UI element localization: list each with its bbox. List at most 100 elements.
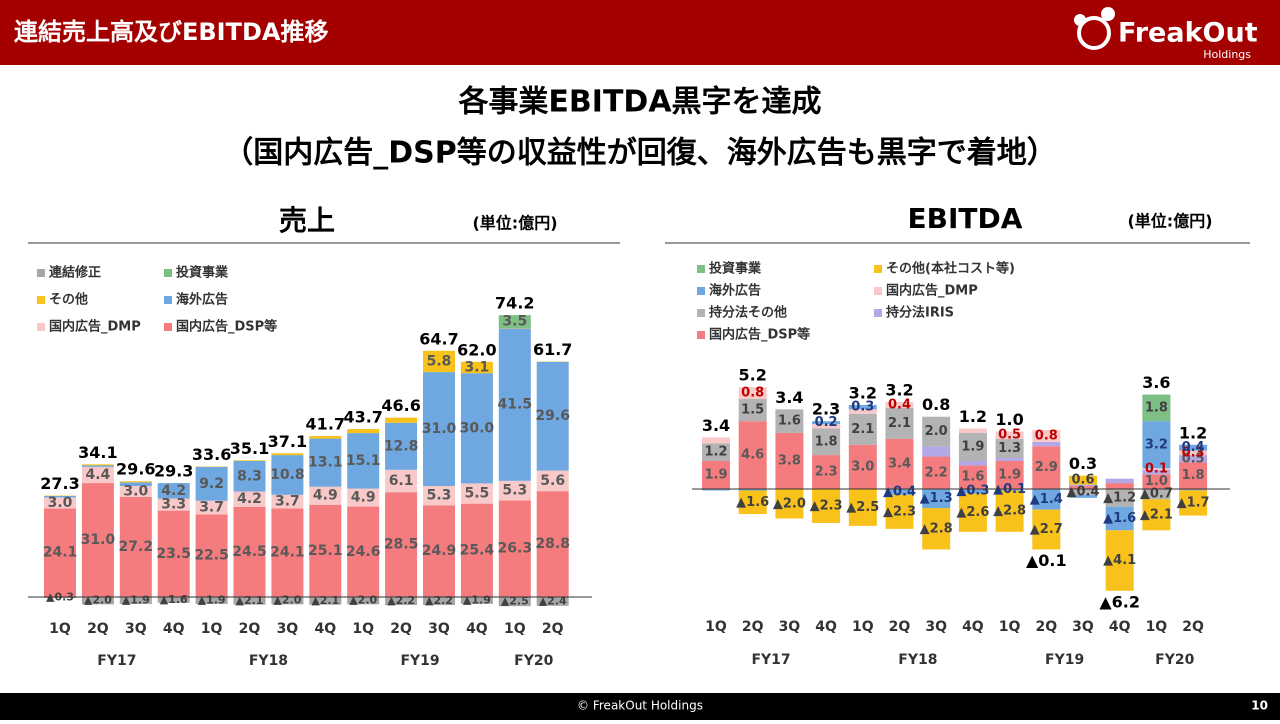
legend-label: 投資事業 [709, 261, 762, 277]
x-tick-label: 4Q [466, 621, 488, 637]
legend-swatch [697, 309, 705, 317]
x-tick-label: 2Q [889, 619, 911, 635]
group-label: FY18 [898, 652, 937, 668]
segment-label: 0.8 [741, 386, 764, 401]
x-tick-label: 4Q [163, 621, 185, 637]
segment-label: ▲1.7 [1177, 496, 1210, 511]
x-tick-label: 3Q [779, 619, 801, 635]
headline: 各事業EBITDA黒字を達成 [457, 85, 821, 120]
segment-label: 1.3 [998, 441, 1021, 456]
segment-label: 0.8 [1035, 428, 1058, 443]
segment-label: 26.3 [498, 541, 533, 557]
total-label: 61.7 [533, 340, 572, 359]
bar-segment [959, 429, 987, 433]
legend-label: 海外広告 [176, 292, 228, 308]
total-label: 41.7 [306, 415, 345, 434]
legend-label: 国内広告_DSP等 [176, 319, 277, 335]
total-label: 1.0 [995, 410, 1023, 429]
x-tick-label: 3Q [925, 619, 947, 635]
segment-label: 3.8 [778, 453, 801, 468]
segment-label: 29.6 [535, 408, 570, 424]
total-label: 2.3 [812, 400, 840, 419]
x-tick-label: 2Q [239, 621, 261, 637]
total-label: 29.3 [154, 462, 193, 481]
x-tick-label: 1Q [504, 621, 526, 637]
segment-label: 6.1 [389, 473, 414, 489]
total-label: 3.4 [775, 388, 803, 407]
segment-label: 3.5 [502, 314, 527, 330]
bar-segment [702, 437, 730, 443]
segment-label: 2.2 [925, 465, 948, 480]
x-tick-label: 1Q [852, 619, 874, 635]
segment-label: 3.0 [48, 495, 73, 511]
legend-label: その他 [49, 292, 88, 308]
segment-label: 10.8 [270, 467, 305, 483]
legend-label: 投資事業 [176, 265, 229, 281]
legend-swatch [164, 269, 172, 277]
segment-label: ▲2.1 [311, 594, 339, 607]
x-tick-label: 3Q [428, 621, 450, 637]
legend-swatch [874, 309, 882, 317]
segment-label: 1.9 [704, 467, 727, 482]
bar-segment [922, 446, 950, 456]
bar-segment [1106, 483, 1134, 489]
legend-label: 国内広告_DSP等 [709, 327, 810, 343]
bar-segment [271, 453, 303, 455]
segment-label: ▲2.0 [773, 496, 806, 511]
segment-label: 0.4 [888, 397, 911, 412]
segment-label: 2.1 [851, 422, 874, 437]
segment-label: 28.5 [384, 537, 419, 553]
segment-label: ▲1.9 [198, 593, 226, 606]
total-label: ▲6.2 [1099, 592, 1140, 611]
legend-swatch [697, 287, 705, 295]
total-label: 3.6 [1142, 373, 1170, 392]
segment-label: 22.5 [194, 548, 229, 564]
segment-label: 31.0 [422, 421, 457, 437]
segment-label: 3.4 [888, 456, 911, 471]
segment-label: 5.8 [427, 353, 452, 369]
total-label: 35.1 [230, 439, 269, 458]
segment-label: 1.8 [815, 434, 838, 449]
segment-label: 4.4 [85, 467, 110, 483]
total-label: 0.8 [922, 395, 950, 414]
x-tick-label: 1Q [1146, 619, 1168, 635]
segment-label: 3.2 [1145, 437, 1168, 452]
total-label: 3.2 [849, 383, 877, 402]
x-tick-label: 1Q [999, 619, 1021, 635]
segment-label: 31.0 [81, 532, 116, 548]
segment-label: 5.3 [427, 488, 452, 504]
segment-label: ▲1.2 [1103, 490, 1136, 505]
segment-label: ▲1.6 [1103, 511, 1136, 526]
total-label: ▲0.1 [1026, 551, 1067, 570]
segment-label: 1.9 [998, 467, 1021, 482]
segment-label: 15.1 [346, 453, 381, 469]
segment-label: 27.2 [119, 539, 154, 555]
segment-label: ▲2.0 [349, 594, 377, 607]
legend-swatch [874, 287, 882, 295]
segment-label: 0.6 [1071, 473, 1094, 488]
segment-label: 0.1 [1145, 462, 1168, 477]
segment-label: 5.5 [464, 486, 489, 502]
group-label: FY17 [97, 653, 136, 669]
segment-label: 3.0 [851, 459, 874, 474]
group-label: FY19 [400, 653, 439, 669]
total-label: 29.6 [116, 460, 155, 479]
total-label: 5.2 [739, 366, 767, 385]
legend-swatch [37, 296, 45, 304]
bar-segment [309, 436, 341, 439]
page-number: 10 [1251, 699, 1268, 713]
unit-label: (単位:億円) [1127, 212, 1212, 231]
segment-label: 2.0 [925, 424, 948, 439]
segment-label: 5.6 [540, 473, 565, 489]
segment-label: ▲1.3 [920, 491, 953, 506]
total-label: 3.2 [885, 380, 913, 399]
segment-label: 24.9 [422, 543, 457, 559]
x-tick-label: 3Q [125, 621, 147, 637]
segment-label: 1.8 [1145, 400, 1168, 415]
bar-segment [959, 461, 987, 465]
segment-label: ▲2.6 [956, 505, 989, 520]
legend-swatch [874, 265, 882, 273]
segment-label: 4.9 [313, 488, 338, 504]
total-label: 27.3 [40, 474, 79, 493]
total-label: 62.0 [457, 340, 496, 359]
